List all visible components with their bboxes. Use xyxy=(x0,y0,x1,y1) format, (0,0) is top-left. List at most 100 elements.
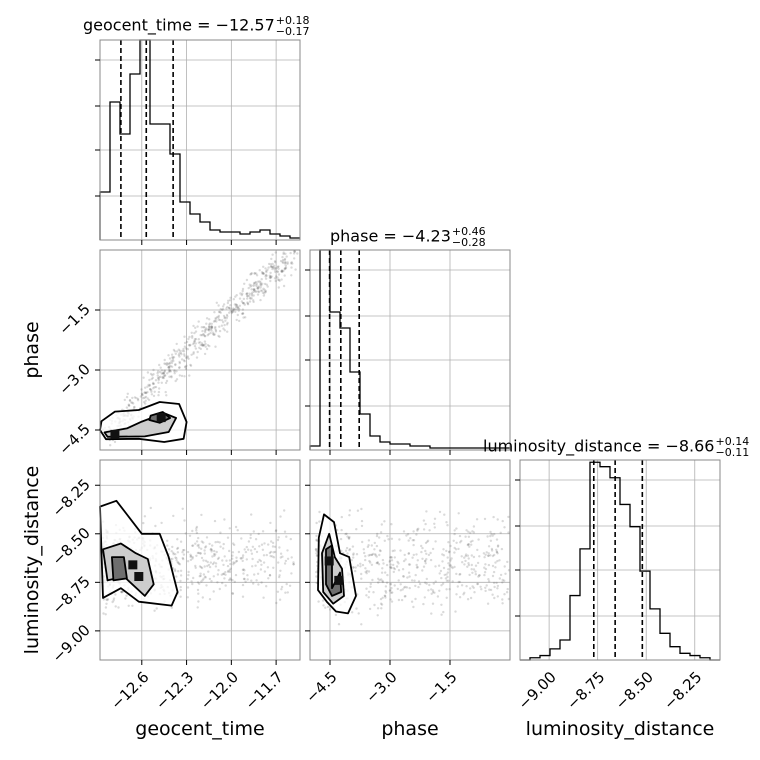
scatter-point xyxy=(379,597,383,601)
scatter-point xyxy=(447,579,450,582)
scatter-point xyxy=(183,519,186,522)
scatter-point xyxy=(283,258,286,262)
scatter-point xyxy=(165,379,169,383)
scatter-point xyxy=(206,328,210,331)
scatter-point xyxy=(229,307,232,310)
scatter-point xyxy=(193,338,197,341)
scatter-point xyxy=(241,568,245,572)
scatter-point xyxy=(453,532,456,536)
scatter-point xyxy=(368,607,372,611)
scatter-point xyxy=(228,549,231,553)
scatter-point xyxy=(241,287,245,291)
scatter-point xyxy=(389,563,392,566)
scatter-point xyxy=(354,566,357,569)
scatter-point xyxy=(234,525,238,529)
scatter-point xyxy=(389,556,392,559)
scatter-point xyxy=(489,554,492,557)
ytick-label-luminosity_distance-3: −8.25 xyxy=(49,475,94,520)
scatter-point xyxy=(177,348,180,351)
scatter-point xyxy=(200,580,203,583)
scatter-point xyxy=(249,273,252,276)
scatter-point xyxy=(167,548,171,551)
scatter-point xyxy=(217,314,220,318)
scatter-point xyxy=(221,307,225,311)
scatter-point xyxy=(172,359,175,363)
scatter-point xyxy=(174,363,177,367)
scatter-point xyxy=(283,257,287,261)
scatter-point xyxy=(233,303,237,306)
scatter-point xyxy=(261,289,264,292)
scatter-point xyxy=(194,564,197,568)
scatter-point xyxy=(195,527,198,530)
scatter-point xyxy=(442,566,446,570)
scatter-point xyxy=(236,529,239,532)
scatter-point xyxy=(197,546,201,549)
scatter-point xyxy=(454,610,457,613)
scatter-point xyxy=(213,519,217,523)
scatter-point xyxy=(386,573,389,577)
scatter-point xyxy=(252,288,256,292)
scatter-point xyxy=(173,568,177,571)
scatter-point xyxy=(279,259,283,263)
scatter-point xyxy=(268,276,272,279)
title-geocent-time: geocent_time = −12.57 +0.18 −0.17 xyxy=(83,14,310,38)
scatter-point xyxy=(171,356,175,359)
scatter-point xyxy=(247,286,250,290)
scatter-point xyxy=(274,251,277,254)
scatter-point xyxy=(225,559,228,562)
scatter-point xyxy=(148,384,151,388)
scatter-point xyxy=(179,588,182,592)
scatter-point xyxy=(227,569,230,573)
scatter-point xyxy=(423,596,426,599)
scatter-point xyxy=(179,595,182,598)
scatter-point xyxy=(442,554,446,557)
scatter-point xyxy=(268,573,272,577)
scatter-point xyxy=(196,606,199,609)
scatter-point xyxy=(211,544,214,547)
scatter-point xyxy=(218,325,221,328)
scatter-point xyxy=(257,583,260,586)
scatter-point xyxy=(210,326,214,330)
scatter-point xyxy=(269,554,272,558)
scatter-point xyxy=(214,553,217,556)
scatter-point xyxy=(198,346,201,349)
scatter-point xyxy=(127,403,130,406)
xtick-label-geocent_time-1: −12.3 xyxy=(152,668,197,713)
scatter-point xyxy=(202,577,205,580)
scatter-point xyxy=(200,344,204,347)
scatter-point xyxy=(431,602,435,605)
scatter-point xyxy=(133,405,136,409)
scatter-point xyxy=(194,347,198,350)
scatter-point xyxy=(239,557,242,560)
scatter-point xyxy=(170,365,174,368)
scatter-point xyxy=(220,324,224,327)
scatter-point xyxy=(267,262,271,266)
scatter-point xyxy=(182,557,185,561)
scatter-point xyxy=(260,563,263,566)
scatter-point xyxy=(393,567,396,571)
scatter-point xyxy=(179,585,182,589)
scatter-point xyxy=(127,404,131,407)
scatter-point xyxy=(291,262,294,265)
scatter-point xyxy=(292,252,296,255)
scatter-point xyxy=(361,540,364,544)
scatter-point xyxy=(234,295,237,298)
scatter-point xyxy=(442,610,445,614)
scatter-point xyxy=(215,301,218,304)
scatter-point xyxy=(274,279,277,283)
scatter-point xyxy=(229,296,232,299)
scatter-point xyxy=(467,563,471,567)
scatter-point xyxy=(254,280,258,284)
scatter-point xyxy=(261,548,265,551)
scatter-point xyxy=(424,541,428,545)
scatter-point xyxy=(179,351,182,354)
panel-frame-0-0 xyxy=(99,39,301,241)
scatter-point xyxy=(271,253,274,256)
scatter-point xyxy=(282,252,285,256)
scatter-point xyxy=(204,335,207,338)
scatter-point xyxy=(133,406,136,409)
scatter-point xyxy=(380,578,383,581)
scatter-point xyxy=(178,361,181,365)
scatter-point xyxy=(236,306,240,309)
scatter-point xyxy=(213,554,216,557)
